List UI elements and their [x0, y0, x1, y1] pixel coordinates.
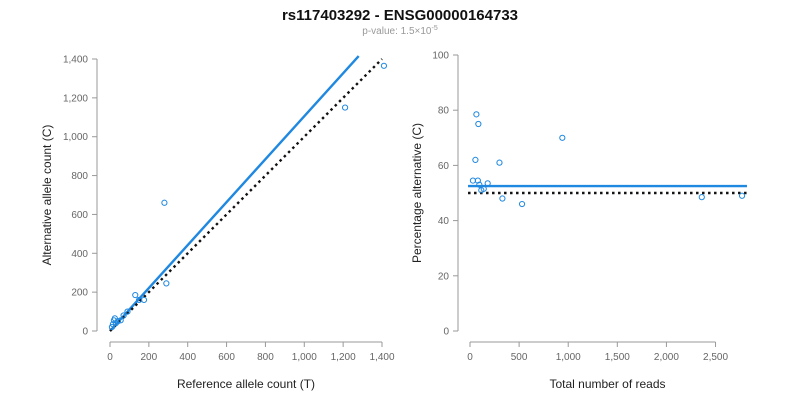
y-axis-label: Percentage alternative (C) — [410, 123, 424, 263]
x-tick-label: 0 — [107, 352, 113, 363]
percentage-alternative-scatter-panel: 0 500 1,000 1,500 2,000 2,500 0 20 40 60 80 100 Tota… — [410, 51, 747, 391]
data-point — [698, 194, 705, 201]
chart-title: rs117403292 - ENSG00000164733 — [282, 7, 518, 24]
x-tick-label: 2,500 — [703, 352, 728, 363]
data-point — [472, 156, 479, 163]
y-tick-label: 1,400 — [63, 55, 88, 66]
data-point — [380, 62, 388, 69]
x-tick-label: 400 — [179, 352, 196, 363]
data-point — [124, 308, 131, 315]
data-point — [499, 195, 506, 202]
y-axis-label: Alternative allele count (C) — [40, 125, 54, 266]
data-point — [108, 324, 116, 331]
data-point — [112, 320, 119, 327]
data-point — [476, 181, 483, 188]
x-tick-label: 600 — [218, 352, 235, 363]
data-point — [132, 291, 139, 299]
data-point — [140, 296, 148, 304]
y-tick-label: 1,000 — [63, 132, 88, 143]
data-point — [473, 111, 480, 118]
data-point — [738, 192, 746, 199]
data-point — [480, 185, 487, 192]
x-tick-label: 200 — [141, 352, 158, 363]
x-tick-label: 500 — [511, 352, 528, 363]
y-tick-label: 600 — [71, 210, 88, 221]
data-point — [496, 159, 503, 166]
data-point — [117, 317, 124, 324]
x-tick-label: 1,000 — [292, 352, 317, 363]
fit-line — [109, 55, 360, 332]
x-tick-label: 1,200 — [331, 352, 356, 363]
y-tick-label: 800 — [71, 171, 88, 182]
data-point — [475, 120, 482, 128]
y-tick-label: 60 — [438, 161, 450, 172]
y-tick-label: 200 — [71, 288, 88, 299]
data-point — [109, 321, 117, 328]
x-tick-label: 800 — [257, 352, 274, 363]
y-tick-label: 1,200 — [63, 93, 88, 104]
chart-subtitle: p-value: 1.5×10-5 — [362, 25, 438, 37]
data-point — [120, 312, 127, 319]
y-tick-label: 80 — [438, 106, 450, 117]
data-point — [341, 104, 349, 111]
data-point — [559, 134, 566, 141]
y-tick-label: 0 — [443, 327, 449, 338]
y-tick-label: 0 — [82, 327, 88, 338]
allele-count-scatter-panel: 0 200 400 600 800 1,000 1,200 1,400 0 200 400 600 80… — [40, 55, 395, 392]
data-point — [474, 177, 481, 184]
y-tick-label: 400 — [71, 249, 88, 260]
data-point — [518, 200, 526, 208]
reference-line — [109, 58, 383, 332]
y-tick-label: 40 — [438, 216, 450, 227]
data-point — [484, 180, 491, 187]
y-tick-label: 100 — [432, 51, 449, 62]
x-tick-label: 0 — [467, 352, 473, 363]
data-point — [161, 199, 168, 206]
x-tick-label: 2,000 — [654, 352, 679, 363]
p-value-exponent: -5 — [431, 25, 437, 32]
data-point — [163, 280, 170, 287]
x-tick-label: 1,400 — [369, 352, 394, 363]
x-axis-label: Total number of reads — [549, 377, 665, 391]
data-point — [114, 318, 121, 325]
x-tick-label: 1,000 — [556, 352, 581, 363]
p-value-text: p-value: 1.5×10 — [362, 26, 432, 37]
y-tick-label: 20 — [438, 271, 450, 282]
x-axis-label: Reference allele count (T) — [177, 377, 315, 391]
x-tick-label: 1,500 — [605, 352, 630, 363]
